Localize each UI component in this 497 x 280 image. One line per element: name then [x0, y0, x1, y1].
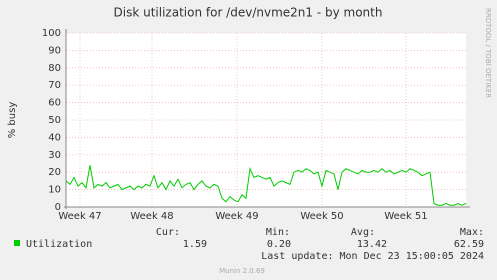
y-tick-label: 100 — [42, 28, 61, 39]
y-axis-label: % busy — [7, 102, 18, 139]
legend-swatch — [14, 240, 20, 246]
x-tick-label: Week 51 — [384, 211, 427, 222]
y-tick-label: 90 — [48, 45, 61, 56]
stat-value: 13.42 — [357, 239, 387, 250]
legend-label: Utilization — [26, 239, 92, 250]
y-tick-label: 50 — [48, 115, 61, 126]
y-tick-label: 0 — [55, 202, 61, 213]
x-tick-label: Week 49 — [215, 211, 258, 222]
y-tick-label: 70 — [48, 80, 61, 91]
stat-header: Avg: — [351, 227, 375, 238]
side-label: RRDTOOL / TOBI OETIKER — [484, 8, 492, 98]
last-update: Last update: Mon Dec 23 15:00:05 2024 — [261, 251, 484, 262]
x-tick-label: Week 50 — [300, 211, 343, 222]
stat-value: 1.59 — [183, 239, 207, 250]
x-tick-label: Week 48 — [130, 211, 173, 222]
y-tick-label: 80 — [48, 63, 61, 74]
plot: 0 10 20 30 40 50 60 70 80 90 100 Week 47 Week 48 Week… — [42, 28, 470, 222]
y-tick-label: 20 — [48, 167, 61, 178]
y-tick-label: 60 — [48, 98, 61, 109]
stat-header: Cur: — [156, 227, 180, 238]
y-tick-label: 10 — [48, 185, 61, 196]
chart-title: Disk utilization for /dev/nvme2n1 - by m… — [114, 6, 383, 20]
stat-header: Max: — [460, 227, 484, 238]
y-tick-label: 30 — [48, 150, 61, 161]
data-line — [65, 165, 467, 206]
stat-value: 0.20 — [267, 239, 291, 250]
y-tick-label: 40 — [48, 132, 61, 143]
stat-header: Min: — [266, 227, 290, 238]
x-tick-label: Week 47 — [58, 211, 101, 222]
footer: Munin 2.0.69 — [219, 267, 265, 275]
stat-value: 62.59 — [454, 239, 484, 250]
